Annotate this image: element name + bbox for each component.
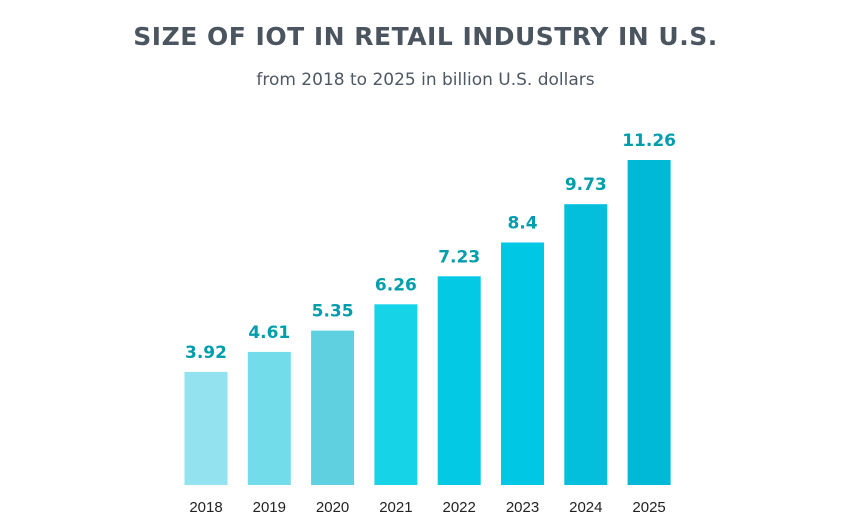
value-label-2020: 5.35 [312,302,354,322]
x-tick-2018: 2018 [189,499,222,516]
chart-subtitle: from 2018 to 2025 in billion U.S. dollar… [256,70,595,90]
value-label-2022: 7.23 [438,247,480,267]
value-label-2019: 4.61 [248,323,290,343]
value-label-2018: 3.92 [185,343,227,363]
bar-2025 [627,160,671,485]
bar-2021 [374,304,418,485]
bar-2018 [184,371,228,485]
value-label-2021: 6.26 [375,275,417,295]
bars-group [184,160,671,485]
x-tick-2019: 2019 [253,499,286,516]
x-tick-2023: 2023 [506,499,539,516]
chart-title: SIZE OF IOT IN RETAIL INDUSTRY IN U.S. [133,22,718,51]
bar-2022 [437,276,481,485]
value-label-2024: 9.73 [565,175,607,195]
bar-2023 [501,242,544,485]
x-tick-2024: 2024 [569,499,602,516]
bar-2020 [311,330,355,485]
x-tick-2021: 2021 [379,499,412,516]
bar-2019 [247,351,291,485]
x-tick-2022: 2022 [443,499,476,516]
x-tick-2020: 2020 [316,499,349,516]
x-tick-2025: 2025 [632,499,665,516]
bar-2024 [564,204,608,485]
value-label-2025: 11.26 [622,131,676,151]
value-label-2023: 8.4 [507,214,537,234]
x-axis-ticks: 2018 2019 2020 2021 2022 2023 2024 2025 [189,499,665,516]
value-labels-group: 3.92 4.61 5.35 6.26 7.23 8.4 9.73 11.26 [185,131,676,363]
